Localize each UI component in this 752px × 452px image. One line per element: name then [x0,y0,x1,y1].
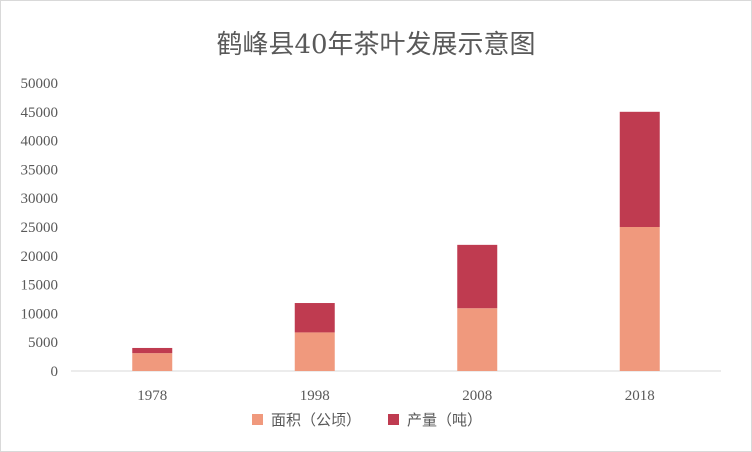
y-tick-label: 20000 [21,249,59,265]
bar-segment-series-1-2018 [619,227,660,371]
legend: 面积（公顷） 产量（吨） [252,411,482,429]
y-tick-label: 10000 [21,306,59,322]
y-tick-label: 5000 [28,335,58,351]
bar-segment-series-1-1998 [294,332,335,371]
y-tick-label: 40000 [21,134,59,150]
bar-segment-series-2-1998 [294,303,335,333]
legend-swatch [252,414,263,425]
legend-label: 面积（公顷） [271,411,361,429]
bar-segment-series-2-1978 [132,347,173,354]
bar-segment-series-2-2008 [457,244,498,309]
legend-swatch [388,414,399,425]
y-tick-label: 25000 [21,220,59,236]
y-tick-label: 35000 [21,162,59,178]
y-tick-label: 45000 [21,105,59,121]
y-tick-label: 15000 [21,278,59,294]
bar-segment-series-2-2018 [619,111,660,227]
legend-label: 产量（吨） [407,411,482,429]
x-tick-label: 2008 [462,388,492,404]
x-tick-label: 1998 [300,388,330,404]
y-tick-label: 50000 [21,76,59,92]
bar-segment-series-1-2008 [457,308,498,371]
y-tick-label: 0 [51,364,59,380]
y-tick-label: 30000 [21,191,59,207]
bars [132,111,660,371]
x-tick-label: 2018 [625,388,655,404]
x-tick-label: 1978 [137,388,167,404]
y-axis-tick-labels: 0 5000 10000 15000 20000 25000 30000 35000 40000… [21,76,59,380]
chart-title: 鹤峰县40年茶叶发展示意图 [216,30,535,60]
x-axis-tick-labels: 1978 1998 2008 2018 [137,388,655,404]
bar-segment-series-1-1978 [132,353,173,371]
